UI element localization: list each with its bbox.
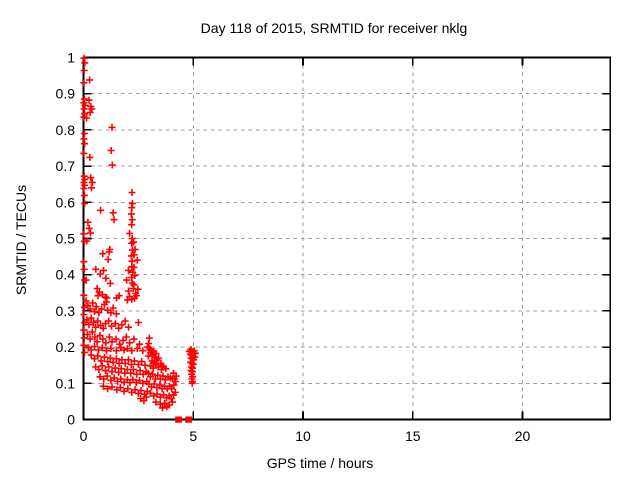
zero-value-square — [175, 416, 182, 423]
y-tick-label: 0.8 — [56, 122, 76, 138]
x-tick-label: 5 — [189, 428, 197, 444]
x-tick-labels: 0 5 10 15 20 — [80, 428, 531, 444]
plot-border — [82, 56, 612, 421]
y-tick-label: 0.4 — [56, 267, 76, 283]
y-axis-label: SRMTID / TECUs — [13, 185, 29, 295]
data-points-srmtid — [80, 54, 199, 412]
y-tick-label: 0.1 — [56, 375, 76, 391]
y-tick-label: 0 — [67, 412, 75, 428]
y-tick-label: 0.6 — [56, 194, 76, 210]
y-tick-label: 0.7 — [56, 158, 76, 174]
y-tick-label: 0.5 — [56, 231, 76, 247]
x-tick-label: 15 — [405, 428, 421, 444]
y-tick-label: 1 — [67, 50, 75, 66]
y-tick-label: 0.9 — [56, 86, 76, 102]
zero-value-markers — [175, 416, 193, 423]
y-tick-labels: 0 0.1 0.2 0.3 0.4 0.5 0.6 0.7 0.8 0.9 1 — [56, 50, 76, 428]
x-axis-label: GPS time / hours — [267, 455, 374, 471]
y-tick-label: 0.2 — [56, 339, 76, 355]
grid-lines — [83, 57, 611, 420]
chart-title: Day 118 of 2015, SRMTID for receiver nkl… — [201, 20, 468, 36]
x-tick-label: 10 — [295, 428, 311, 444]
zero-value-square — [185, 416, 193, 423]
x-tick-label: 20 — [515, 428, 531, 444]
x-tick-label: 0 — [80, 428, 88, 444]
y-tick-label: 0.3 — [56, 303, 76, 319]
